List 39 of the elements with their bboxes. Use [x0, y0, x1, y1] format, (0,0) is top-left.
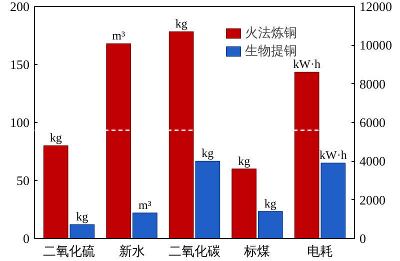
y-tick-label: 0 [23, 231, 30, 246]
data-label: kg [264, 196, 276, 210]
data-label: kg [202, 146, 214, 160]
y-tick-label: 200 [10, 0, 30, 14]
bar [232, 168, 256, 238]
data-label: kg [76, 210, 88, 224]
y2-tick-label: 10000 [360, 38, 392, 53]
data-label: m³ [138, 198, 152, 212]
legend-label: 火法炼铜 [245, 24, 297, 42]
x-tick-label: 新水 [118, 244, 145, 258]
bar [294, 72, 320, 238]
y2-tick-label: 6000 [360, 115, 386, 130]
bar [258, 211, 283, 238]
data-label: kg [238, 154, 250, 168]
y2-tick-label: 12000 [360, 0, 392, 14]
data-label: kW·h [293, 57, 320, 72]
data-label: kW·h [320, 148, 347, 162]
bar [43, 145, 68, 238]
legend-label: 生物提铜 [245, 42, 297, 60]
bar [70, 224, 95, 238]
bar [168, 31, 194, 238]
x-tick-label: 二氧化碳 [168, 244, 220, 258]
y-tick-label: 100 [10, 115, 30, 130]
bar [320, 162, 346, 238]
y2-tick-label: 2000 [360, 192, 386, 208]
data-label: kg [50, 130, 62, 145]
bar [195, 160, 220, 238]
data-label: m³ [112, 28, 126, 43]
x-tick-label: 标煤 [243, 244, 270, 258]
y2-tick-label: 0 [360, 231, 366, 246]
x-tick-label: 电耗 [306, 244, 333, 258]
bar [106, 43, 131, 238]
data-label: kg [175, 16, 188, 31]
bar [132, 212, 158, 238]
y-tick-label: 50 [16, 173, 30, 188]
y-tick-label: 150 [10, 57, 30, 72]
y2-tick-label: 8000 [360, 76, 386, 92]
y2-tick-label: 4000 [360, 154, 386, 169]
x-tick-label: 二氧化硫 [43, 244, 96, 258]
